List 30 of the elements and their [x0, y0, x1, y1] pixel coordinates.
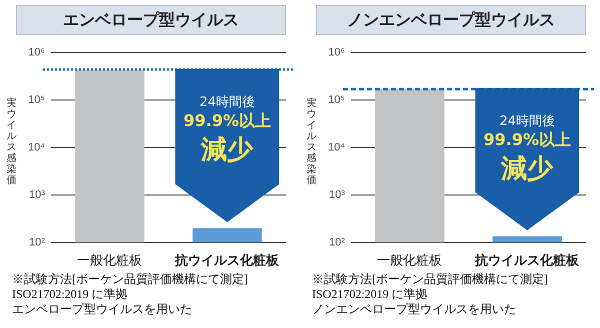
- text: ※試験方法[ボーケン品質評価機構にて測定]: [12, 272, 248, 287]
- y-tick-label: 10⁵: [328, 94, 345, 106]
- chart-title: エンベロープ型ウイルス: [16, 5, 286, 35]
- annotation: 減少: [200, 134, 254, 167]
- y-tick-label: 10⁵: [28, 94, 45, 106]
- annotation: 24時間後: [498, 113, 556, 130]
- y-tick-label: 10³: [329, 188, 346, 201]
- annotation: 24時間後: [198, 94, 256, 111]
- annotation: 99.9%以上: [482, 130, 572, 152]
- x-tick-label: 抗ウイルス化粧板: [474, 252, 580, 269]
- x-tick-label: 抗ウイルス化粧板: [174, 252, 280, 269]
- text: ※試験方法[ボーケン品質評価機構にて測定]: [312, 272, 548, 287]
- x-tick-label: 一般化粧板: [77, 254, 142, 269]
- annotation: 99.9%以上: [182, 110, 272, 132]
- y-axis-title: 実ウイルス感染価: [6, 98, 17, 186]
- y-tick-label: 10⁴: [328, 142, 346, 154]
- y-tick-label: 10⁶: [328, 46, 345, 59]
- text: ノンエンベロープ型ウイルスを用いた: [312, 302, 517, 317]
- y-tick-label: 10⁴: [28, 142, 46, 154]
- text: エンベロープ型ウイルスを用いた: [12, 302, 193, 317]
- y-tick-label: 10²: [329, 236, 346, 248]
- x-tick-label: 一般化粧板: [377, 254, 442, 269]
- y-axis-title: 実ウイルス感染価: [306, 98, 317, 186]
- y-tick-label: 10⁶: [28, 46, 45, 59]
- chart-title: ノンエンベロープ型ウイルス: [316, 5, 586, 35]
- y-tick-label: 10³: [29, 188, 46, 201]
- annotation: 減少: [500, 153, 554, 186]
- text: ISO21702:2019 に準拠: [312, 287, 429, 302]
- y-tick-label: 10²: [29, 236, 46, 248]
- text: ISO21702:2019 に準拠: [12, 287, 129, 302]
